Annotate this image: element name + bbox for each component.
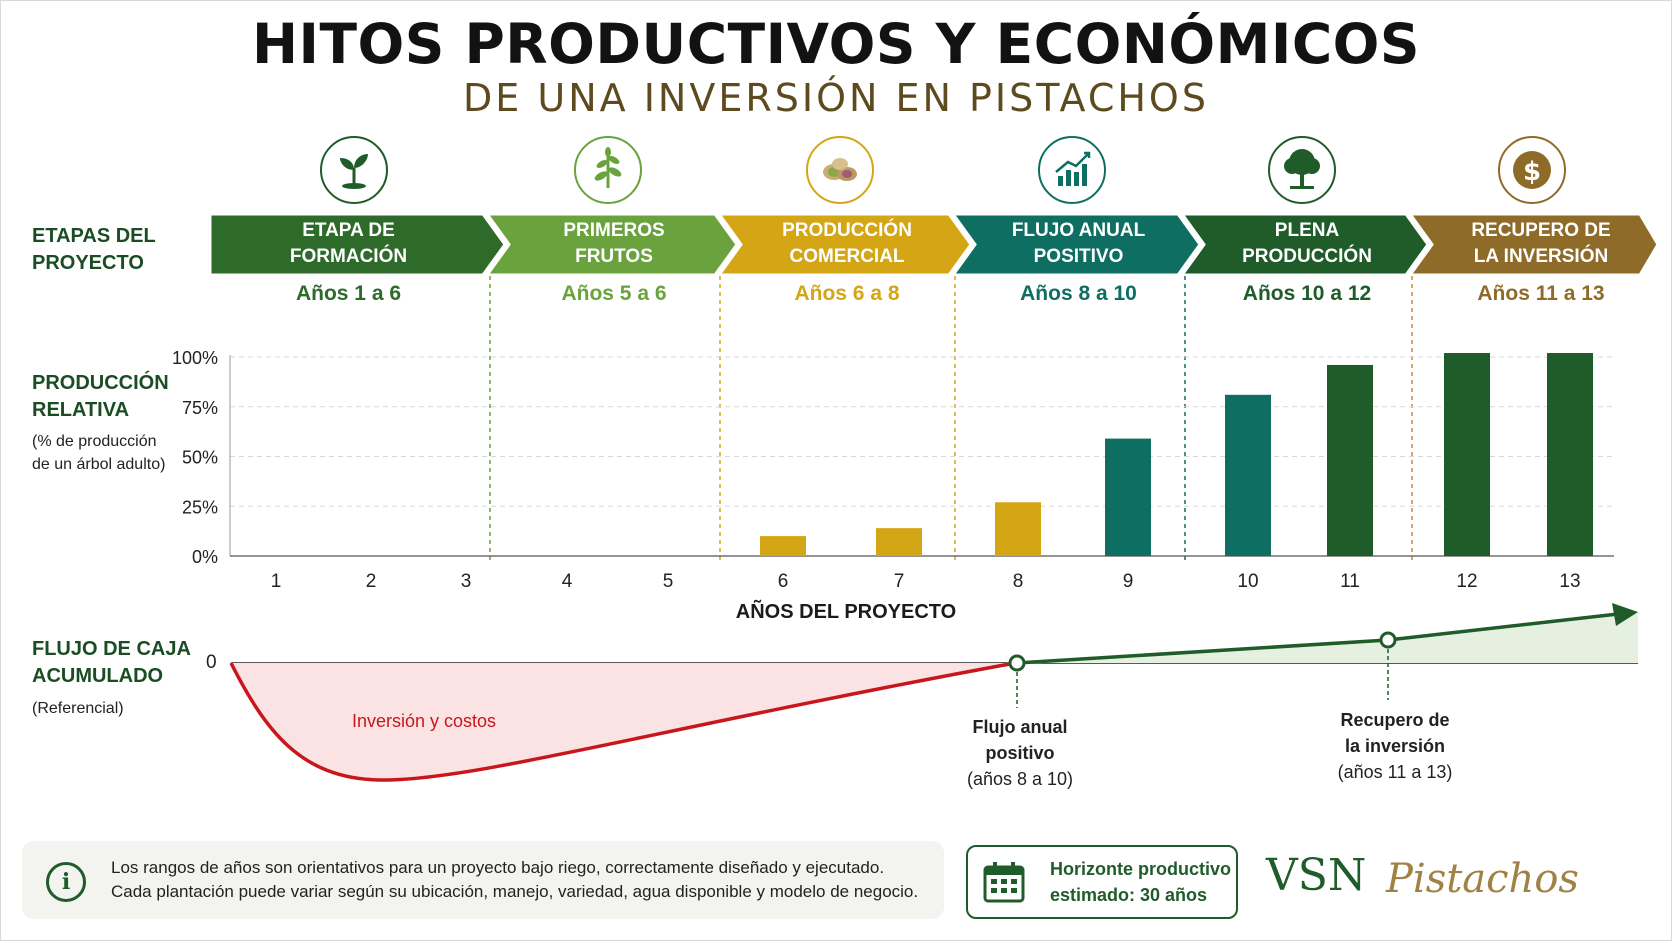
stage-years-3: Años 6 a 8	[794, 282, 900, 305]
stage-label-5: PLENA PRODUCCIÓN	[1242, 220, 1372, 267]
stage-years-1: Años 1 a 6	[295, 282, 402, 305]
stage-years-5: Años 10 a 12	[1242, 282, 1372, 305]
stage-years-2: Años 5 a 6	[561, 282, 667, 305]
calendar-icon	[983, 862, 1025, 903]
bar-year-9	[1105, 438, 1151, 556]
negative-cashflow-curve	[229, 661, 1016, 782]
stage-chevron-3	[716, 212, 973, 277]
milestone-positive-flow-label: Flujo anual positivo (años 8 a 10)	[966, 717, 1074, 789]
cashflow-row-label: FLUJO DE CAJA ACUMULADO	[32, 638, 191, 687]
stage-years-6: Años 11 a 13	[1477, 282, 1605, 305]
bar-year-7	[876, 528, 922, 556]
stage-years-4: Años 8 a 10	[1020, 282, 1137, 305]
bar-year-11	[1327, 364, 1373, 556]
positive-cashflow-area	[1017, 612, 1638, 663]
pistachio-icon	[806, 136, 874, 204]
stage-label-1: ETAPA DE FORMACIÓN	[289, 220, 408, 267]
x-tick-label: 5	[663, 571, 674, 592]
cashflow-arrow-icon	[1612, 603, 1638, 626]
y-tick-label: 100%	[172, 348, 218, 368]
stage-label-3: PRODUCCIÓN COMERCIAL	[782, 220, 912, 267]
x-tick-label: 7	[894, 571, 905, 592]
cashflow-row-sublabel: (Referencial)	[32, 700, 124, 717]
svg-text:$: $	[1523, 157, 1541, 187]
bar-year-13	[1547, 353, 1593, 556]
x-tick-label: 9	[1123, 571, 1134, 592]
negative-cashflow-area	[231, 663, 1015, 781]
bar-year-10	[1225, 394, 1271, 556]
stage-chevron-1	[208, 212, 507, 277]
y-tick-label: 50%	[182, 448, 218, 468]
cashflow-zero-label: 0	[206, 652, 217, 673]
page-title: HITOS PRODUCTIVOS Y ECONÓMICOS	[251, 12, 1421, 76]
y-tick-label: 25%	[182, 497, 218, 517]
page-subtitle: DE UNA INVERSIÓN EN PISTACHOS	[463, 76, 1209, 120]
x-axis-title: AÑOS DEL PROYECTO	[736, 600, 956, 623]
note-line-2: Cada plantación puede variar según su ub…	[111, 882, 919, 901]
stages-row-label: ETAPAS DEL PROYECTO	[32, 225, 156, 274]
bar-year-12	[1444, 353, 1490, 556]
y-tick-label: 0%	[192, 547, 218, 567]
stage-chevron-5	[1179, 212, 1430, 277]
note-line-1: Los rangos de años son orientativos para…	[111, 858, 885, 877]
tree-icon	[1268, 136, 1336, 204]
brand-logo-secondary: Pistachos	[1386, 856, 1579, 902]
x-tick-label: 2	[366, 571, 377, 592]
milestone-positive-flow-marker	[1008, 654, 1026, 672]
milestone-recovery-label: Recupero de la inversión (años 11 a 13)	[1337, 710, 1453, 782]
brand-logo-primary: VSN	[1266, 850, 1367, 901]
x-tick-label: 6	[778, 571, 789, 592]
milestone-recovery-marker	[1379, 631, 1397, 649]
bar-year-8	[995, 502, 1041, 556]
bar-year-6	[760, 536, 806, 556]
stage-label-4: FLUJO ANUAL POSITIVO	[1011, 220, 1146, 267]
production-row-sublabel: (% de producción de un árbol adulto)	[32, 433, 166, 473]
production-row-label: PRODUCCIÓN RELATIVA	[32, 372, 169, 421]
x-tick-label: 13	[1559, 571, 1580, 592]
stage-chevron-2	[484, 212, 739, 277]
x-tick-label: 1	[271, 571, 282, 592]
stage-chevron-6	[1407, 212, 1660, 277]
x-tick-label: 12	[1456, 571, 1477, 592]
stage-label-6: RECUPERO DE LA INVERSIÓN	[1471, 220, 1611, 267]
growth-chart-icon	[1038, 136, 1106, 204]
negative-cashflow-label: Inversión y costos	[352, 711, 497, 731]
plant-icon	[574, 136, 642, 204]
info-icon: i	[46, 862, 86, 902]
stage-label-2: PRIMEROS FRUTOS	[563, 220, 665, 267]
stage-chevron-4	[950, 212, 1202, 277]
y-tick-label: 75%	[182, 398, 218, 418]
note-box	[22, 841, 944, 919]
x-tick-label: 8	[1013, 571, 1024, 592]
horizon-text: Horizonte productivo estimado: 30 años	[1050, 859, 1231, 905]
x-tick-label: 10	[1237, 571, 1258, 592]
x-tick-label: 4	[562, 571, 573, 592]
x-tick-label: 11	[1340, 571, 1360, 592]
dollar-coin-icon: $	[1498, 136, 1566, 204]
horizon-box	[966, 845, 1238, 919]
sprout-icon	[320, 136, 388, 204]
x-tick-label: 3	[461, 571, 472, 592]
